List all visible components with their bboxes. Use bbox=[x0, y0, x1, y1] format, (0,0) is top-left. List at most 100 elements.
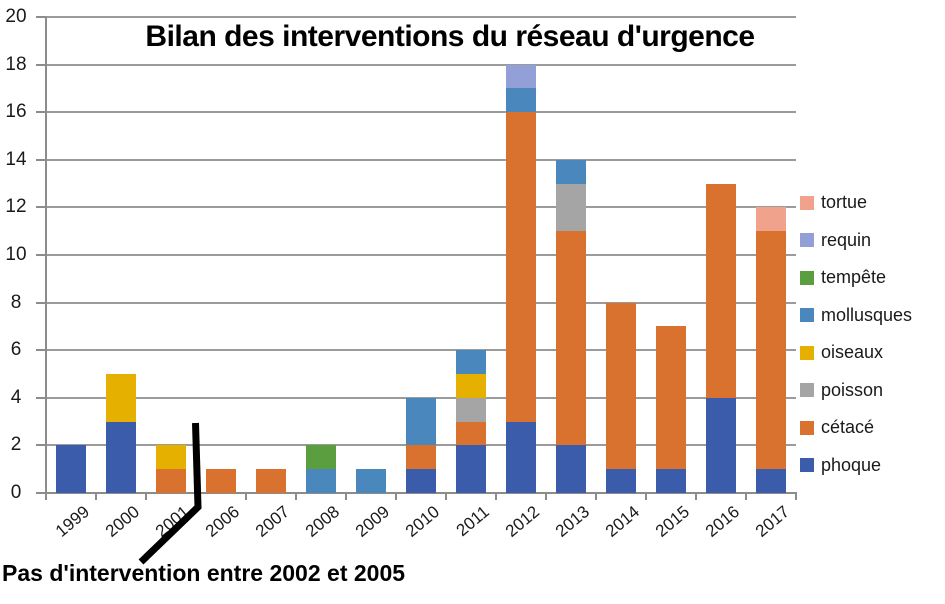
y-axis-label: 14 bbox=[5, 148, 27, 170]
x-axis-label-text: 2007 bbox=[252, 502, 294, 541]
x-axis-line bbox=[45, 492, 797, 494]
legend-swatch-phoque bbox=[800, 458, 814, 473]
legend-label: tempête bbox=[821, 267, 887, 288]
x-axis-tick bbox=[395, 494, 397, 500]
x-axis-label-text: 2015 bbox=[652, 502, 694, 541]
gridline bbox=[46, 63, 796, 66]
bar-segment-2013-phoque bbox=[556, 445, 586, 493]
bar-segment-2011-mollusques bbox=[456, 350, 486, 374]
x-axis-label-text: 2009 bbox=[352, 502, 394, 541]
legend-swatch-mollusques bbox=[800, 308, 814, 323]
x-axis-label-text: 2012 bbox=[502, 502, 544, 541]
y-axis-label: 18 bbox=[5, 53, 27, 75]
x-axis-label-text: 2013 bbox=[552, 502, 594, 541]
bar-segment-2006-cétacé bbox=[206, 469, 236, 493]
bar-segment-2016-cétacé bbox=[706, 183, 736, 398]
chart-legend: tortue requin tempête mollusques oiseaux pois… bbox=[800, 184, 912, 484]
y-axis-label: 2 bbox=[10, 434, 22, 456]
y-axis-tick bbox=[36, 396, 46, 399]
x-axis-label-text: 1999 bbox=[52, 502, 94, 541]
x-axis-label-text: 2001 bbox=[152, 502, 194, 541]
y-axis-line bbox=[45, 17, 47, 499]
legend-item-mollusques: mollusques bbox=[800, 297, 912, 335]
y-axis-tick bbox=[36, 349, 46, 352]
y-axis-label: 10 bbox=[5, 244, 27, 265]
bar-segment-2012-requin bbox=[506, 64, 536, 89]
legend-label: mollusques bbox=[821, 304, 913, 325]
y-axis-tick bbox=[36, 444, 46, 447]
gridline bbox=[46, 349, 796, 352]
legend-item-tortue: tortue bbox=[800, 184, 912, 222]
x-axis-label-text: 2010 bbox=[402, 502, 444, 541]
bar-segment-2012-cétacé bbox=[506, 112, 536, 422]
legend-swatch-requin bbox=[800, 233, 814, 248]
gridline bbox=[46, 111, 796, 114]
bar-segment-2017-tortue bbox=[756, 207, 786, 232]
legend-swatch-oiseaux bbox=[800, 345, 814, 360]
bar-segment-1999-phoque bbox=[56, 445, 86, 493]
bar-segment-2011-cétacé bbox=[456, 421, 486, 446]
x-axis-tick bbox=[745, 494, 747, 500]
x-axis-tick bbox=[45, 494, 47, 500]
x-axis-tick bbox=[195, 494, 197, 500]
x-axis-tick bbox=[445, 494, 447, 500]
x-axis-tick bbox=[495, 494, 497, 500]
bar-segment-2000-phoque bbox=[106, 421, 136, 493]
y-axis-tick bbox=[36, 492, 46, 494]
legend-item-requin: requin bbox=[800, 222, 912, 260]
bar-segment-2007-cétacé bbox=[256, 469, 286, 493]
legend-item-phoque: phoque bbox=[800, 447, 912, 485]
bar-segment-2011-phoque bbox=[456, 445, 486, 493]
x-axis-label-text: 2011 bbox=[452, 502, 494, 541]
bar-segment-2008-tempête bbox=[306, 445, 336, 470]
legend-item-cétacé: cétacé bbox=[800, 409, 912, 447]
legend-label: requin bbox=[821, 229, 872, 250]
y-axis-tick bbox=[36, 301, 46, 304]
x-axis-tick bbox=[245, 494, 247, 500]
legend-label: cétacé bbox=[821, 417, 875, 438]
gridline bbox=[46, 16, 796, 18]
y-axis-label: 12 bbox=[5, 196, 27, 218]
x-axis-label-text: 2008 bbox=[302, 502, 344, 541]
y-axis-label: 0 bbox=[10, 482, 22, 503]
gridline bbox=[46, 206, 796, 209]
gridline bbox=[46, 301, 796, 304]
bar-segment-2013-mollusques bbox=[556, 159, 586, 184]
y-axis-tick bbox=[36, 111, 46, 114]
bar-segment-2013-cétacé bbox=[556, 231, 586, 446]
bar-segment-2011-poisson bbox=[456, 397, 486, 422]
legend-label: tortue bbox=[821, 192, 868, 213]
bar-segment-2000-oiseaux bbox=[106, 374, 136, 422]
x-axis-label-text: 2000 bbox=[102, 502, 144, 541]
legend-item-poisson: poisson bbox=[800, 372, 912, 410]
x-axis-label-text: 2006 bbox=[202, 502, 244, 541]
legend-label: phoque bbox=[821, 454, 882, 475]
bar-segment-2008-mollusques bbox=[306, 469, 336, 493]
x-axis-tick bbox=[545, 494, 547, 500]
y-axis-label: 6 bbox=[10, 339, 22, 361]
bar-segment-2016-phoque bbox=[706, 397, 736, 493]
x-axis-tick bbox=[595, 494, 597, 500]
bar-segment-2009-mollusques bbox=[356, 469, 386, 493]
y-axis-label: 8 bbox=[10, 291, 22, 313]
x-axis-tick bbox=[145, 494, 147, 500]
bar-segment-2012-mollusques bbox=[506, 88, 536, 113]
gridline bbox=[46, 158, 796, 161]
x-axis-tick bbox=[95, 494, 97, 500]
bar-segment-2010-phoque bbox=[406, 469, 436, 493]
y-axis-label: 16 bbox=[5, 101, 27, 123]
x-axis-label-text: 2017 bbox=[752, 502, 794, 541]
legend-label: oiseaux bbox=[821, 342, 884, 363]
legend-swatch-poisson bbox=[800, 383, 814, 398]
bar-segment-2017-cétacé bbox=[756, 231, 786, 470]
y-axis-tick bbox=[36, 16, 46, 18]
chart-title: Bilan des interventions du réseau d'urge… bbox=[145, 20, 755, 53]
x-axis-tick bbox=[695, 494, 697, 500]
bar-segment-2010-mollusques bbox=[406, 397, 436, 446]
legend-swatch-cétacé bbox=[800, 420, 814, 435]
bar-segment-2013-poisson bbox=[556, 183, 586, 232]
x-axis-label-text: 2014 bbox=[602, 502, 644, 541]
y-axis-tick bbox=[36, 63, 46, 66]
axis-break-annotation: Pas d'intervention entre 2002 et 2005 bbox=[2, 560, 406, 586]
